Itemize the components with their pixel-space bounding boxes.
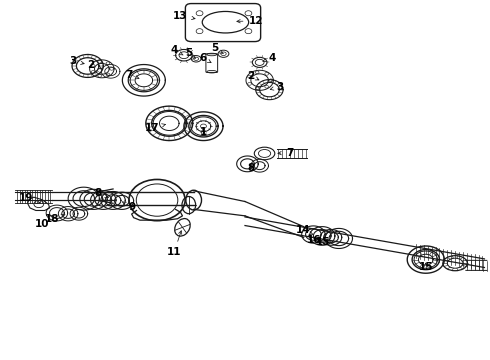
Text: 8: 8	[95, 188, 108, 198]
Text: 12: 12	[237, 16, 263, 26]
Text: 5: 5	[211, 43, 223, 54]
Text: 10: 10	[35, 215, 54, 229]
Text: 1: 1	[199, 127, 207, 137]
Text: 4: 4	[263, 53, 276, 63]
Text: 18: 18	[45, 214, 65, 224]
Text: 5: 5	[185, 48, 196, 58]
Text: 17: 17	[145, 123, 165, 133]
Text: 8: 8	[247, 163, 254, 173]
Text: 4: 4	[171, 45, 183, 55]
Text: 7: 7	[125, 70, 139, 80]
Text: 7: 7	[278, 148, 294, 158]
Text: 16: 16	[307, 235, 321, 245]
Text: 6: 6	[200, 53, 211, 63]
Text: 9: 9	[122, 202, 135, 212]
Text: 13: 13	[173, 11, 195, 21]
Text: 2: 2	[247, 71, 259, 81]
Text: 15: 15	[316, 237, 330, 247]
Text: 15: 15	[418, 262, 433, 272]
Text: 14: 14	[295, 225, 313, 235]
Text: 11: 11	[167, 231, 182, 257]
Text: 19: 19	[19, 193, 40, 203]
Text: 3: 3	[70, 56, 84, 66]
Text: 3: 3	[270, 82, 284, 92]
Text: 2: 2	[87, 59, 101, 69]
